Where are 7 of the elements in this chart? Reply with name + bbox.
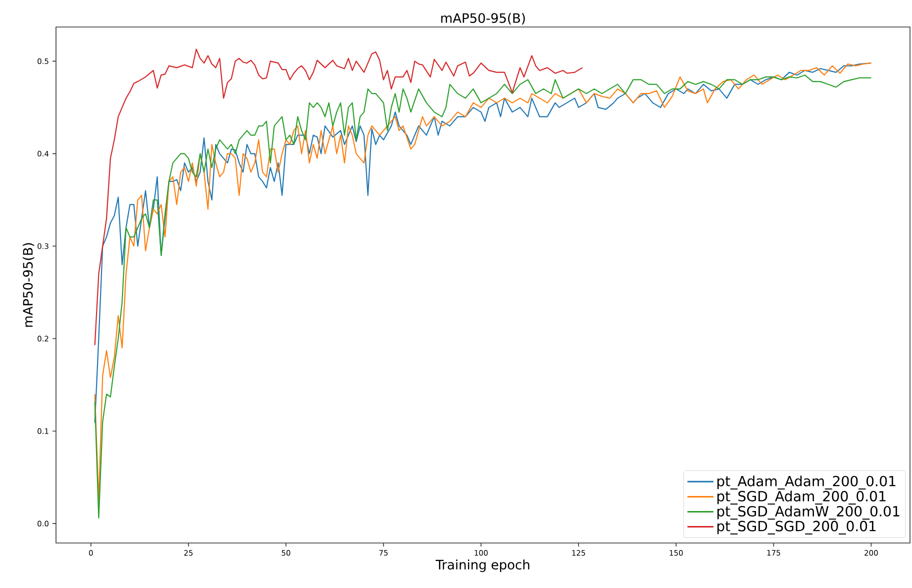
legend-label: pt_SGD_AdamW_200_0.01 [717, 506, 900, 520]
x-axis-title: Training epoch [436, 560, 530, 572]
legend-label: pt_SGD_SGD_200_0.01 [717, 520, 876, 534]
chart-title: mAP50-95(B) [441, 12, 525, 24]
legend-label: pt_SGD_Adam_200_0.01 [717, 490, 886, 505]
legend-label: pt_Adam_Adam_200_0.01 [717, 476, 896, 490]
y-axis-title: mAP50-95(B) [22, 243, 34, 327]
